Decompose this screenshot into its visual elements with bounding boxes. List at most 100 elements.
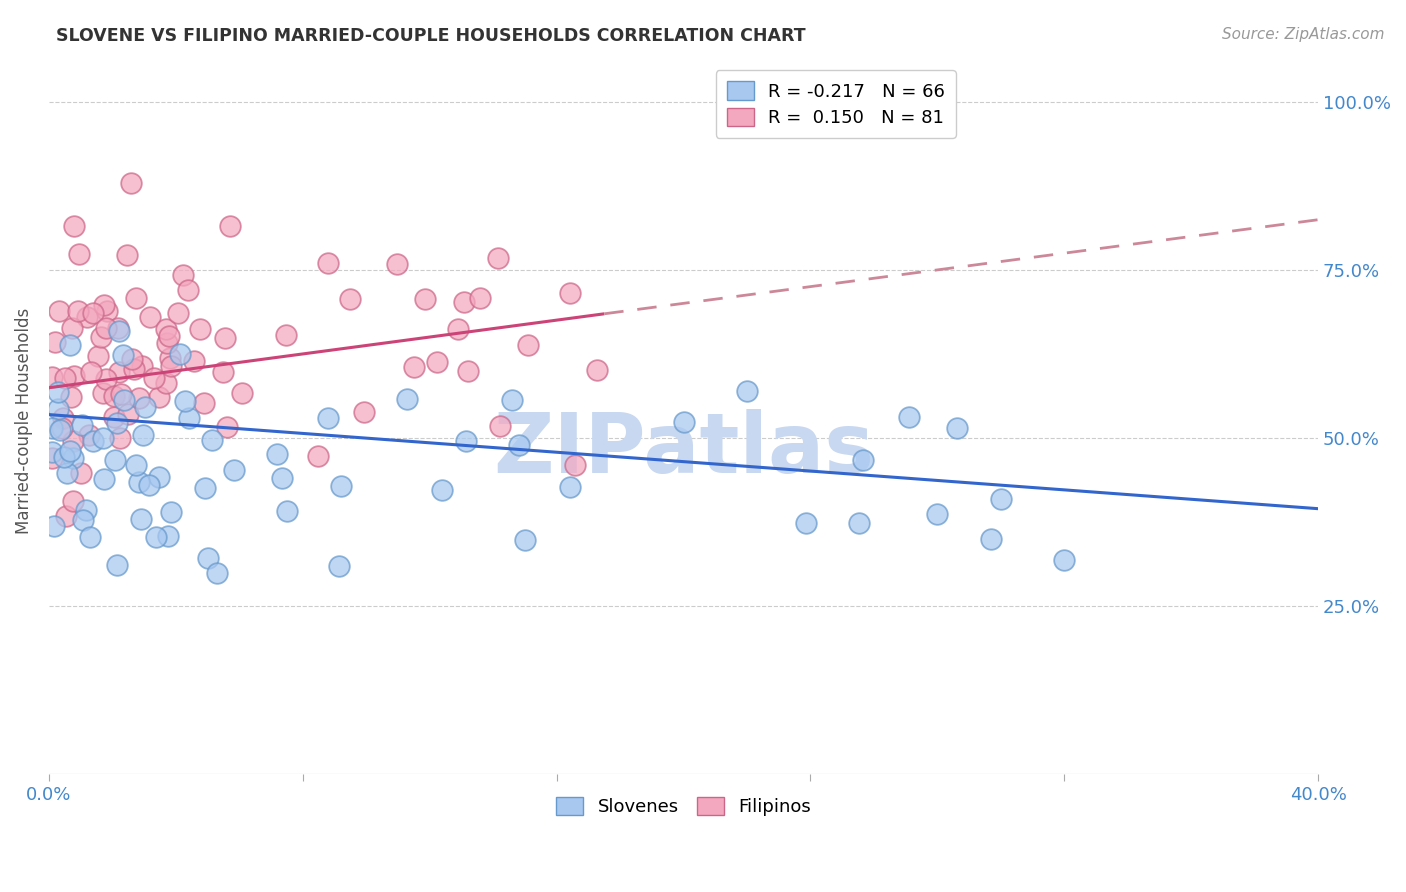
Point (51, 421, 73, 435)
Point (107, 416, 129, 430)
Point (67, 304, 90, 318)
Point (93, 298, 115, 312)
Point (453, 294, 475, 309)
Point (316, 410, 339, 425)
Point (124, 291, 146, 305)
Point (179, 411, 201, 425)
Point (49, 423, 72, 437)
Point (316, 256, 339, 270)
Point (121, 351, 143, 366)
Point (94, 321, 117, 335)
Point (128, 475, 150, 489)
Point (155, 376, 177, 391)
Point (159, 505, 181, 519)
Point (53, 371, 76, 385)
Y-axis label: Married-couple Households: Married-couple Households (15, 309, 32, 534)
Point (276, 328, 298, 343)
Point (59, 391, 82, 405)
Point (564, 458, 586, 473)
Point (41, 450, 63, 465)
Point (501, 393, 523, 408)
Point (508, 438, 530, 452)
Point (353, 405, 375, 419)
Point (513, 533, 536, 547)
Point (201, 433, 224, 447)
Point (62, 434, 84, 448)
Point (945, 420, 967, 434)
Point (93, 472, 115, 486)
Point (143, 371, 166, 385)
Point (108, 365, 131, 379)
Point (212, 365, 235, 379)
Point (432, 483, 454, 497)
Point (104, 453, 127, 467)
Point (155, 322, 177, 336)
Point (157, 529, 180, 543)
Point (108, 431, 131, 445)
Point (266, 447, 288, 461)
Point (59, 444, 82, 458)
Point (90, 329, 112, 343)
Text: ZIPatlas: ZIPatlas (494, 409, 875, 490)
Point (108, 324, 131, 338)
Point (558, 286, 581, 301)
Point (160, 359, 183, 373)
Point (131, 359, 153, 373)
Point (62, 451, 84, 466)
Point (385, 256, 408, 270)
Point (46, 402, 69, 417)
Legend: Slovenes, Filipinos: Slovenes, Filipinos (547, 788, 820, 825)
Point (159, 351, 181, 365)
Point (87, 350, 110, 364)
Point (413, 292, 436, 306)
Point (486, 251, 509, 265)
Point (404, 360, 426, 375)
Point (55, 466, 77, 480)
Point (63, 369, 86, 384)
Point (125, 458, 148, 472)
Text: Source: ZipAtlas.com: Source: ZipAtlas.com (1222, 27, 1385, 42)
Point (468, 291, 491, 305)
Point (103, 410, 125, 425)
Point (107, 321, 129, 335)
Point (517, 338, 540, 352)
Point (157, 328, 180, 343)
Point (176, 283, 198, 297)
Point (194, 481, 217, 495)
Point (79, 365, 101, 379)
Point (148, 390, 170, 404)
Point (138, 310, 160, 325)
Point (1053, 552, 1076, 566)
Point (70, 417, 93, 432)
Point (67, 247, 90, 261)
Point (558, 479, 581, 493)
Point (122, 362, 145, 376)
Point (222, 463, 245, 477)
Point (60, 321, 83, 335)
Point (188, 322, 211, 336)
Point (112, 348, 135, 362)
Point (72, 513, 94, 527)
Point (193, 396, 215, 410)
Point (69, 466, 91, 480)
Point (205, 566, 228, 580)
Point (52, 410, 75, 425)
Point (110, 387, 132, 401)
Point (167, 306, 190, 320)
Point (214, 331, 236, 345)
Point (848, 516, 870, 530)
Point (183, 353, 205, 368)
Point (454, 434, 477, 448)
Point (79, 530, 101, 544)
Point (91, 431, 114, 445)
Point (121, 176, 143, 190)
Point (128, 391, 150, 405)
Point (897, 410, 920, 425)
Point (735, 384, 758, 398)
Point (75, 503, 97, 517)
Point (55, 508, 77, 523)
Point (980, 533, 1002, 547)
Point (218, 219, 240, 233)
Point (134, 400, 156, 414)
Point (44, 335, 66, 350)
